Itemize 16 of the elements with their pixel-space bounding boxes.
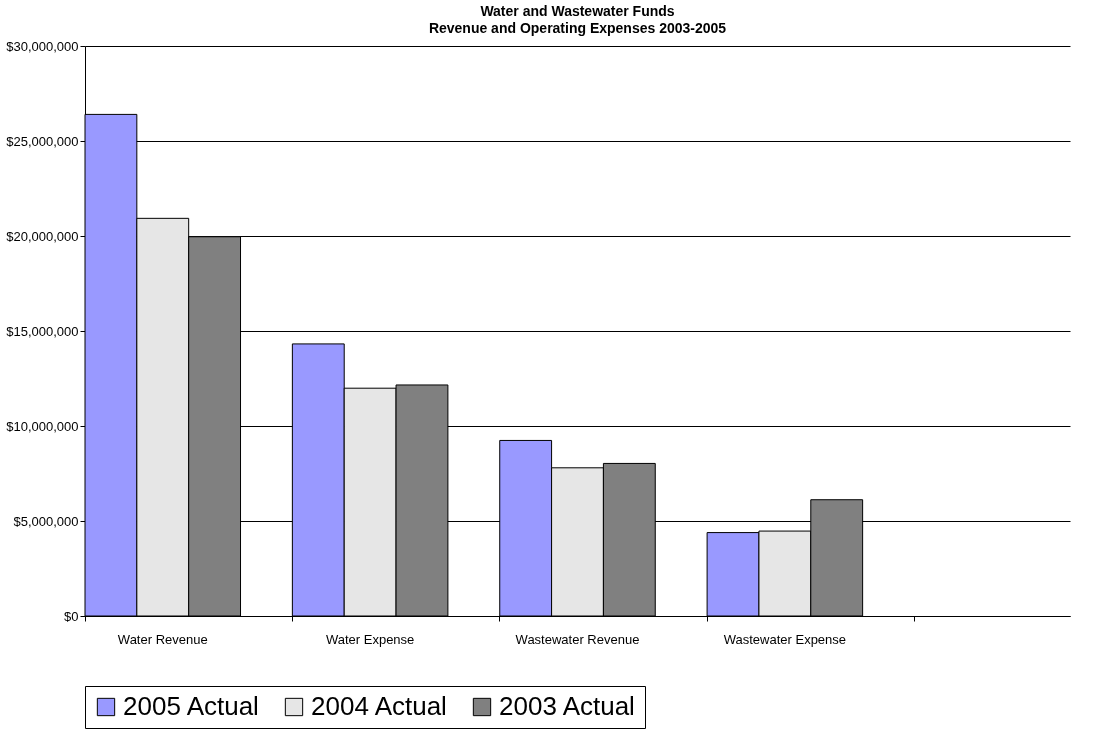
chart-subtitle: Revenue and Operating Expenses 2003-2005 — [428, 20, 727, 36]
y-tick-label: $15,000,000 — [6, 323, 79, 339]
chart-title: Water and Wastewater Funds — [480, 3, 675, 19]
x-tick-label: Water Revenue — [117, 631, 208, 647]
x-tick-label: Wastewater Revenue — [515, 631, 640, 647]
y-tick-label: $10,000,000 — [6, 418, 79, 434]
y-tick-label: $25,000,000 — [6, 133, 79, 149]
x-tick-label: Water Expense — [325, 631, 415, 647]
legend-label: 2003 Actual — [499, 691, 635, 721]
legend-label: 2004 Actual — [311, 691, 447, 721]
y-tick-label: $5,000,000 — [13, 513, 79, 529]
y-tick-label: $30,000,000 — [6, 38, 79, 54]
x-tick-label: Wastewater Expense — [723, 631, 847, 647]
y-tick-label: $20,000,000 — [6, 228, 79, 244]
legend-label: 2005 Actual — [123, 691, 259, 721]
y-tick-label: $0 — [64, 608, 79, 624]
